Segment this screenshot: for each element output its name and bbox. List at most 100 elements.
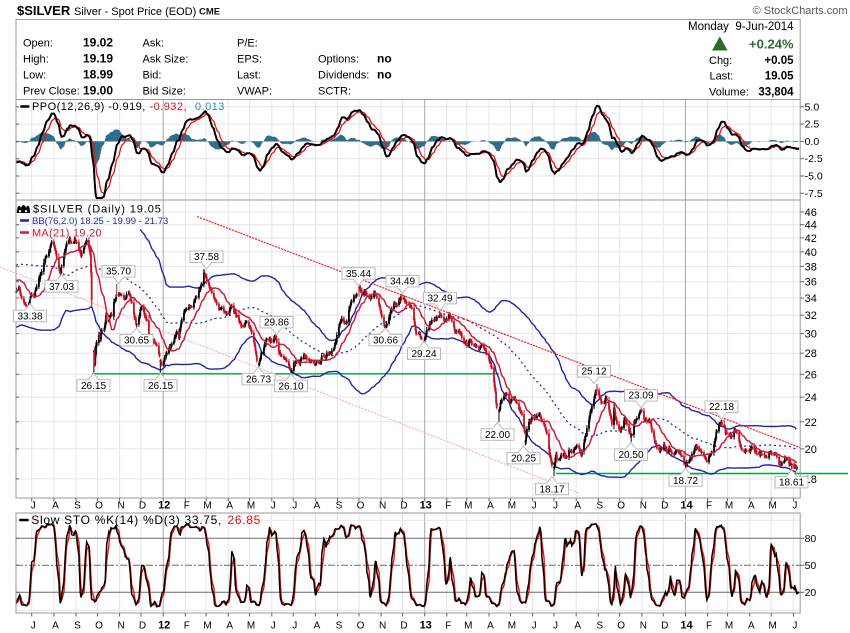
svg-text:18.99: 18.99 bbox=[83, 67, 113, 81]
svg-text:F: F bbox=[445, 501, 451, 512]
svg-text:J: J bbox=[553, 621, 558, 632]
svg-text:A: A bbox=[314, 621, 321, 632]
svg-text:22.18: 22.18 bbox=[709, 402, 734, 413]
svg-text:Open:: Open: bbox=[23, 38, 53, 50]
svg-text:S: S bbox=[596, 621, 603, 632]
svg-text:D: D bbox=[400, 621, 407, 632]
svg-text:J: J bbox=[553, 501, 558, 512]
svg-text:$SILVER (Daily) 19.05: $SILVER (Daily) 19.05 bbox=[33, 204, 162, 216]
svg-text:P/E:: P/E: bbox=[237, 38, 258, 50]
svg-text:37.58: 37.58 bbox=[194, 252, 219, 263]
svg-text:CME: CME bbox=[199, 7, 220, 18]
svg-text:N: N bbox=[379, 621, 386, 632]
svg-text:33,804: 33,804 bbox=[758, 86, 794, 98]
svg-text:BB(76,2.0) 18.25 - 19.99 - 21.: BB(76,2.0) 18.25 - 19.99 - 21.73 bbox=[32, 216, 168, 227]
svg-text:+0.05: +0.05 bbox=[764, 55, 794, 67]
svg-text:M: M bbox=[247, 621, 255, 632]
svg-text:+0.24%: +0.24% bbox=[749, 37, 794, 52]
svg-text:A: A bbox=[226, 501, 233, 512]
svg-text:30.65: 30.65 bbox=[124, 336, 149, 347]
svg-text:Low:: Low: bbox=[23, 69, 46, 81]
svg-text:40: 40 bbox=[805, 247, 817, 259]
svg-text:O: O bbox=[617, 621, 625, 632]
svg-text:D: D bbox=[661, 501, 668, 512]
svg-text:A: A bbox=[52, 621, 59, 632]
svg-text:29.24: 29.24 bbox=[411, 349, 436, 360]
svg-text:Ask Size:: Ask Size: bbox=[143, 54, 189, 66]
svg-text:O: O bbox=[617, 501, 625, 512]
svg-text:N: N bbox=[379, 501, 386, 512]
svg-text:19.02: 19.02 bbox=[83, 36, 113, 50]
svg-text:D: D bbox=[400, 501, 407, 512]
svg-text:-7.5: -7.5 bbox=[805, 188, 823, 200]
svg-text:-0.932,: -0.932, bbox=[150, 101, 187, 113]
svg-text:Chg:: Chg: bbox=[709, 55, 732, 67]
svg-text:M: M bbox=[769, 501, 777, 512]
svg-text:18.61: 18.61 bbox=[779, 478, 804, 489]
svg-text:A: A bbox=[226, 621, 233, 632]
svg-text:High:: High: bbox=[23, 54, 49, 66]
svg-text:M: M bbox=[725, 621, 733, 632]
svg-text:19.00: 19.00 bbox=[83, 83, 113, 97]
svg-text:S: S bbox=[336, 501, 343, 512]
svg-text:20: 20 bbox=[805, 444, 817, 456]
svg-text:25.12: 25.12 bbox=[581, 367, 606, 378]
svg-text:SCTR:: SCTR: bbox=[318, 85, 351, 97]
svg-text:Prev Close:: Prev Close: bbox=[23, 85, 80, 97]
svg-text:34.49: 34.49 bbox=[390, 277, 415, 288]
svg-text:O: O bbox=[357, 621, 365, 632]
svg-text:23.09: 23.09 bbox=[628, 391, 653, 402]
svg-text:12: 12 bbox=[158, 620, 170, 632]
svg-text:30: 30 bbox=[805, 329, 817, 341]
svg-text:J: J bbox=[292, 501, 297, 512]
svg-text:13: 13 bbox=[420, 500, 432, 512]
svg-text:Silver - Spot Price (EOD): Silver - Spot Price (EOD) bbox=[74, 6, 196, 18]
svg-text:A: A bbox=[52, 501, 59, 512]
svg-text:80: 80 bbox=[805, 533, 817, 545]
svg-text:19.19: 19.19 bbox=[83, 52, 113, 66]
svg-text:Volume:: Volume: bbox=[709, 86, 749, 98]
svg-text:20.25: 20.25 bbox=[511, 454, 536, 465]
svg-text:35.44: 35.44 bbox=[346, 269, 371, 280]
svg-text:20: 20 bbox=[805, 587, 817, 599]
svg-text:32.49: 32.49 bbox=[427, 294, 452, 305]
svg-text:14: 14 bbox=[680, 500, 693, 512]
svg-text:D: D bbox=[661, 621, 668, 632]
svg-text:Bid:: Bid: bbox=[143, 69, 162, 81]
svg-text:D: D bbox=[139, 501, 146, 512]
svg-text:Slow STO %K(14) %D(3) 33.75,: Slow STO %K(14) %D(3) 33.75, bbox=[31, 513, 222, 527]
svg-text:M: M bbox=[464, 621, 472, 632]
svg-text:J: J bbox=[792, 621, 797, 632]
svg-text:J: J bbox=[292, 621, 297, 632]
svg-text:© StockCharts.com: © StockCharts.com bbox=[753, 5, 848, 17]
svg-text:$SILVER: $SILVER bbox=[17, 3, 71, 18]
svg-text:26.15: 26.15 bbox=[148, 381, 173, 392]
svg-text:A: A bbox=[487, 621, 494, 632]
svg-text:A: A bbox=[574, 621, 581, 632]
svg-text:F: F bbox=[706, 501, 712, 512]
svg-text:18.17: 18.17 bbox=[539, 484, 564, 495]
svg-text:M: M bbox=[247, 501, 255, 512]
svg-text:PPO(12,26,9) -0.919,: PPO(12,26,9) -0.919, bbox=[32, 101, 146, 113]
svg-text:24: 24 bbox=[805, 392, 817, 404]
svg-text:J: J bbox=[31, 621, 36, 632]
svg-text:30.66: 30.66 bbox=[373, 336, 398, 347]
svg-text:N: N bbox=[117, 501, 124, 512]
svg-text:J: J bbox=[31, 501, 36, 512]
svg-text:Last:: Last: bbox=[237, 69, 261, 81]
svg-text:33.38: 33.38 bbox=[17, 311, 42, 322]
svg-text:37.03: 37.03 bbox=[49, 282, 74, 293]
svg-text:-2.5: -2.5 bbox=[805, 153, 823, 165]
svg-text:M: M bbox=[508, 501, 516, 512]
svg-text:O: O bbox=[95, 621, 103, 632]
svg-text:F: F bbox=[706, 621, 712, 632]
svg-text:F: F bbox=[184, 501, 190, 512]
svg-text:14: 14 bbox=[680, 620, 693, 632]
svg-text:J: J bbox=[532, 501, 537, 512]
svg-text:M: M bbox=[508, 621, 516, 632]
svg-text:A: A bbox=[748, 621, 755, 632]
svg-text:F: F bbox=[184, 621, 190, 632]
svg-text:2.5: 2.5 bbox=[805, 119, 820, 131]
svg-text:J: J bbox=[271, 621, 276, 632]
svg-text:S: S bbox=[74, 621, 81, 632]
